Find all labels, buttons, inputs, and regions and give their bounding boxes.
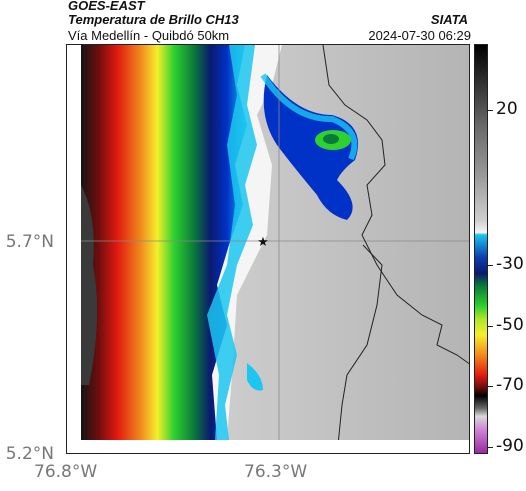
border-line-2 [336, 244, 383, 453]
lon-label-76-8: 76.8°W [34, 462, 98, 482]
colorbar-tick [488, 386, 493, 387]
colorbar-label: -70 [496, 375, 524, 395]
header-region: Vía Medellín - Quibdó 50km [68, 28, 230, 43]
header-datetime: 2024-07-30 06:29 [368, 28, 471, 43]
border-line [322, 45, 469, 365]
location-marker: ★ [257, 235, 269, 250]
small-cold-blob [247, 363, 263, 391]
colorbar-tick [488, 265, 493, 266]
colorbar-label: -90 [496, 436, 524, 456]
colorbar-tick [488, 447, 493, 448]
cold-cloud-band [81, 45, 247, 440]
colorbar-label: -50 [496, 315, 524, 335]
satellite-map[interactable]: ★ [66, 44, 470, 454]
colorbar-label: -30 [496, 254, 524, 274]
brightness-temperature-field: ★ [67, 45, 469, 453]
cyan-fringe [207, 45, 257, 440]
colorbar-tick [488, 326, 493, 327]
no-data-strip-left [67, 45, 81, 453]
lat-label-5-7: 5.7°N [5, 232, 54, 252]
header-product: Temperatura de Brillo CH13 [68, 12, 239, 27]
colorbar-tick [488, 110, 493, 111]
lon-label-76-3: 76.3°W [244, 462, 308, 482]
ne-cloud-tail [263, 75, 359, 220]
lat-label-5-2: 5.2°N [5, 444, 54, 464]
dark-green-core [323, 134, 339, 144]
colorbar-label: 20 [496, 99, 518, 119]
colorbar [474, 44, 488, 454]
header-organization: SIATA [430, 12, 468, 27]
dark-core [81, 185, 98, 385]
no-data-strip [67, 440, 469, 453]
header-source: GOES-EAST [68, 0, 145, 13]
